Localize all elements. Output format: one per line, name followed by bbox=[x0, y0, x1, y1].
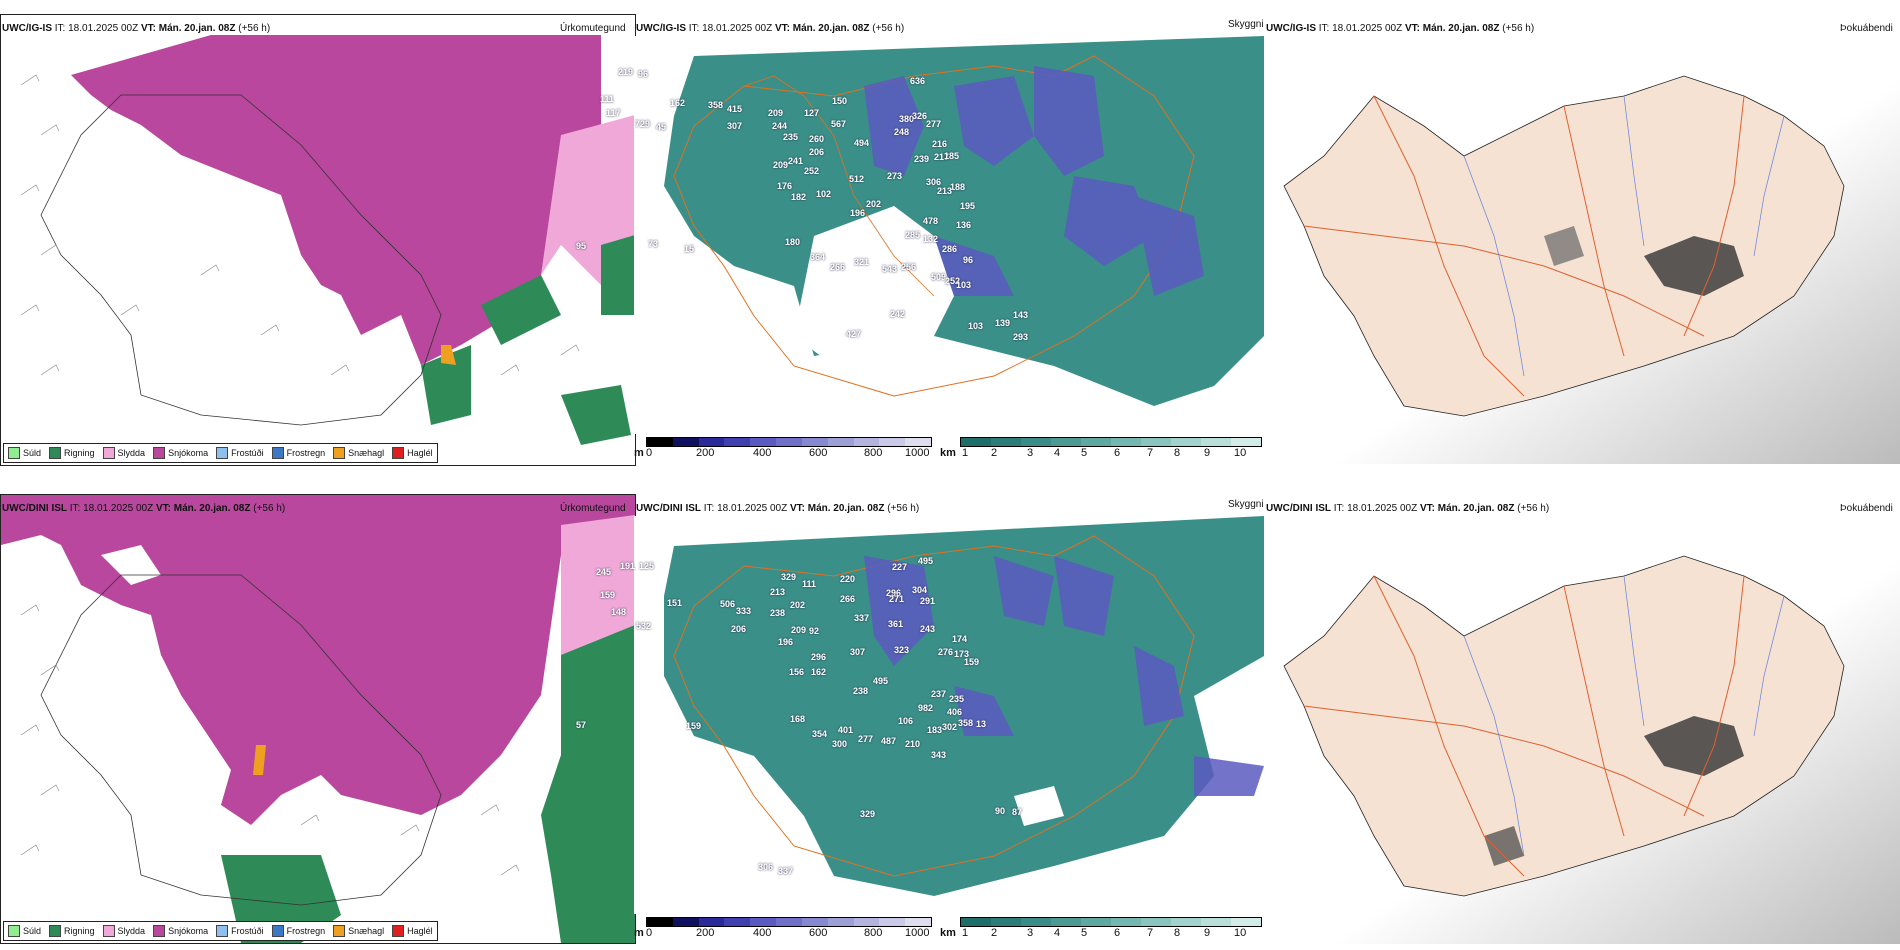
tick-label: 6 bbox=[1114, 447, 1121, 459]
snow-area-1 bbox=[71, 35, 601, 365]
precip-title-2: Úrkomutegund bbox=[560, 503, 626, 514]
tick-label: 8 bbox=[1174, 447, 1181, 459]
vis-unit: km bbox=[940, 927, 956, 939]
fog-panel-1 bbox=[1264, 36, 1900, 464]
rain-area-2 bbox=[541, 625, 635, 943]
tick-label: 1000 bbox=[905, 447, 930, 459]
tick-label: 4 bbox=[1054, 927, 1061, 939]
legend-item: Súld bbox=[8, 447, 41, 459]
legend-item: Haglél bbox=[392, 925, 433, 937]
tick-label: 7 bbox=[1147, 447, 1154, 459]
vis-unit: km bbox=[940, 447, 956, 459]
tick-label: 4 bbox=[1054, 447, 1061, 459]
legend-item: Rigning bbox=[49, 447, 95, 459]
legend-item: Snæhagl bbox=[333, 447, 384, 459]
vis-header-2: UWC/DINI ISL IT: 18.01.2025 00Z VT: Mán.… bbox=[636, 503, 920, 514]
precip-map-1 bbox=[1, 15, 635, 465]
precip-header-1: UWC/IG-IS IT: 18.01.2025 00Z VT: Mán. 20… bbox=[2, 23, 271, 34]
legend-item: Snæhagl bbox=[333, 925, 384, 937]
fog-map-1 bbox=[1264, 36, 1900, 464]
vis-scale-1: km 1 2 3 4 5 6 7 8 9 10 bbox=[940, 437, 1264, 459]
vis-title-2: Skyggni bbox=[1228, 499, 1264, 510]
tick-label: 10 bbox=[1234, 927, 1247, 939]
vis-map-2 bbox=[634, 516, 1264, 914]
fog-title-1: Þokuábendi bbox=[1840, 23, 1893, 34]
tick-label: 0 bbox=[646, 447, 653, 459]
row-2: Súld Rigning Slydda Snjókoma Frostúði Fr… bbox=[0, 480, 1900, 950]
tick-label: 5 bbox=[1081, 927, 1088, 939]
tick-label: 3 bbox=[1027, 447, 1034, 459]
row-1: Súld Rigning Slydda Snjókoma Frostúði Fr… bbox=[0, 0, 1900, 470]
precip-legend-1: Súld Rigning Slydda Snjókoma Frostúði Fr… bbox=[3, 443, 438, 463]
tick-label: 800 bbox=[864, 927, 883, 939]
vis-header-1: UWC/IG-IS IT: 18.01.2025 00Z VT: Mán. 20… bbox=[636, 23, 905, 34]
legend-item: Frostregn bbox=[271, 447, 325, 459]
vis-panel-2 bbox=[634, 516, 1264, 914]
vis-map-1 bbox=[634, 36, 1264, 434]
precip-header-2: UWC/DINI ISL IT: 18.01.2025 00Z VT: Mán.… bbox=[2, 503, 286, 514]
tick-label: 1 bbox=[962, 447, 969, 459]
tick-label: 600 bbox=[809, 927, 828, 939]
tick-label: 400 bbox=[753, 447, 772, 459]
vis-scale-2: km 1 2 3 4 5 6 7 8 9 10 bbox=[940, 917, 1264, 939]
tick-label: 9 bbox=[1204, 447, 1211, 459]
rain-area-1 bbox=[601, 235, 635, 315]
tick-label: 1000 bbox=[905, 927, 930, 939]
tick-label: 200 bbox=[696, 447, 715, 459]
fog-header-1: UWC/IG-IS IT: 18.01.2025 00Z VT: Mán. 20… bbox=[1266, 23, 1535, 34]
tick-label: 6 bbox=[1114, 927, 1121, 939]
tick-label: 200 bbox=[696, 927, 715, 939]
tick-label: 800 bbox=[864, 447, 883, 459]
land-clear-1 bbox=[794, 206, 954, 366]
legend-item: Frostúði bbox=[216, 925, 264, 937]
legend-item: Súld bbox=[8, 925, 41, 937]
tick-label: 3 bbox=[1027, 927, 1034, 939]
vis-title-1: Skyggni bbox=[1228, 19, 1264, 30]
legend-item: Frostúði bbox=[216, 447, 264, 459]
fog-header-2: UWC/DINI ISL IT: 18.01.2025 00Z VT: Mán.… bbox=[1266, 503, 1550, 514]
tick-label: 9 bbox=[1204, 927, 1211, 939]
tick-label: 8 bbox=[1174, 927, 1181, 939]
cloud-unit: m bbox=[634, 927, 644, 939]
legend-item: Slydda bbox=[102, 447, 145, 459]
tick-label: 2 bbox=[991, 927, 998, 939]
cloud-unit: m bbox=[634, 447, 644, 459]
precip-title-1: Úrkomutegund bbox=[560, 23, 626, 34]
legend-item: Rigning bbox=[49, 925, 95, 937]
tick-label: 400 bbox=[753, 927, 772, 939]
cloud-scale-2: m 0 200 400 600 800 1000 bbox=[634, 917, 934, 939]
legend-item: Snjókoma bbox=[153, 447, 208, 459]
iceland-land-2 bbox=[1283, 555, 1845, 897]
precip-map-2 bbox=[1, 495, 635, 943]
vis-panel-1 bbox=[634, 36, 1264, 434]
legend-item: Frostregn bbox=[271, 925, 325, 937]
tick-label: 7 bbox=[1147, 927, 1154, 939]
precip-panel-1: Súld Rigning Slydda Snjókoma Frostúði Fr… bbox=[0, 14, 636, 466]
fog-panel-2 bbox=[1264, 516, 1900, 944]
fog-map-2 bbox=[1264, 516, 1900, 944]
tick-label: 600 bbox=[809, 447, 828, 459]
tick-label: 5 bbox=[1081, 447, 1088, 459]
tick-label: 1 bbox=[962, 927, 969, 939]
fog-title-2: Þokuábendi bbox=[1840, 503, 1893, 514]
tick-label: 10 bbox=[1234, 447, 1247, 459]
tick-label: 0 bbox=[646, 927, 653, 939]
cloud-scale-1: m 0 200 400 600 800 1000 bbox=[634, 437, 934, 459]
legend-item: Snjókoma bbox=[153, 925, 208, 937]
precip-legend-2: Súld Rigning Slydda Snjókoma Frostúði Fr… bbox=[3, 921, 438, 941]
legend-item: Slydda bbox=[102, 925, 145, 937]
precip-panel-2: Súld Rigning Slydda Snjókoma Frostúði Fr… bbox=[0, 494, 636, 944]
legend-item: Haglél bbox=[392, 447, 433, 459]
tick-label: 2 bbox=[991, 447, 998, 459]
